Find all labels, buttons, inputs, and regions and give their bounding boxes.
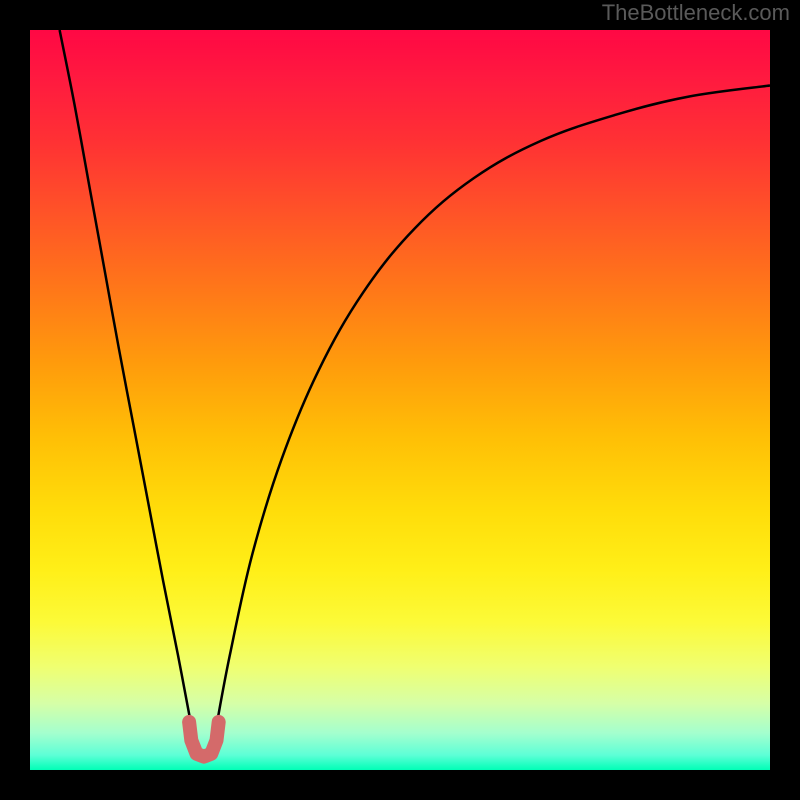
gradient-background [30,30,770,770]
watermark-text: TheBottleneck.com [602,0,790,26]
chart-container: TheBottleneck.com [0,0,800,800]
bottleneck-curve-chart [0,0,800,800]
